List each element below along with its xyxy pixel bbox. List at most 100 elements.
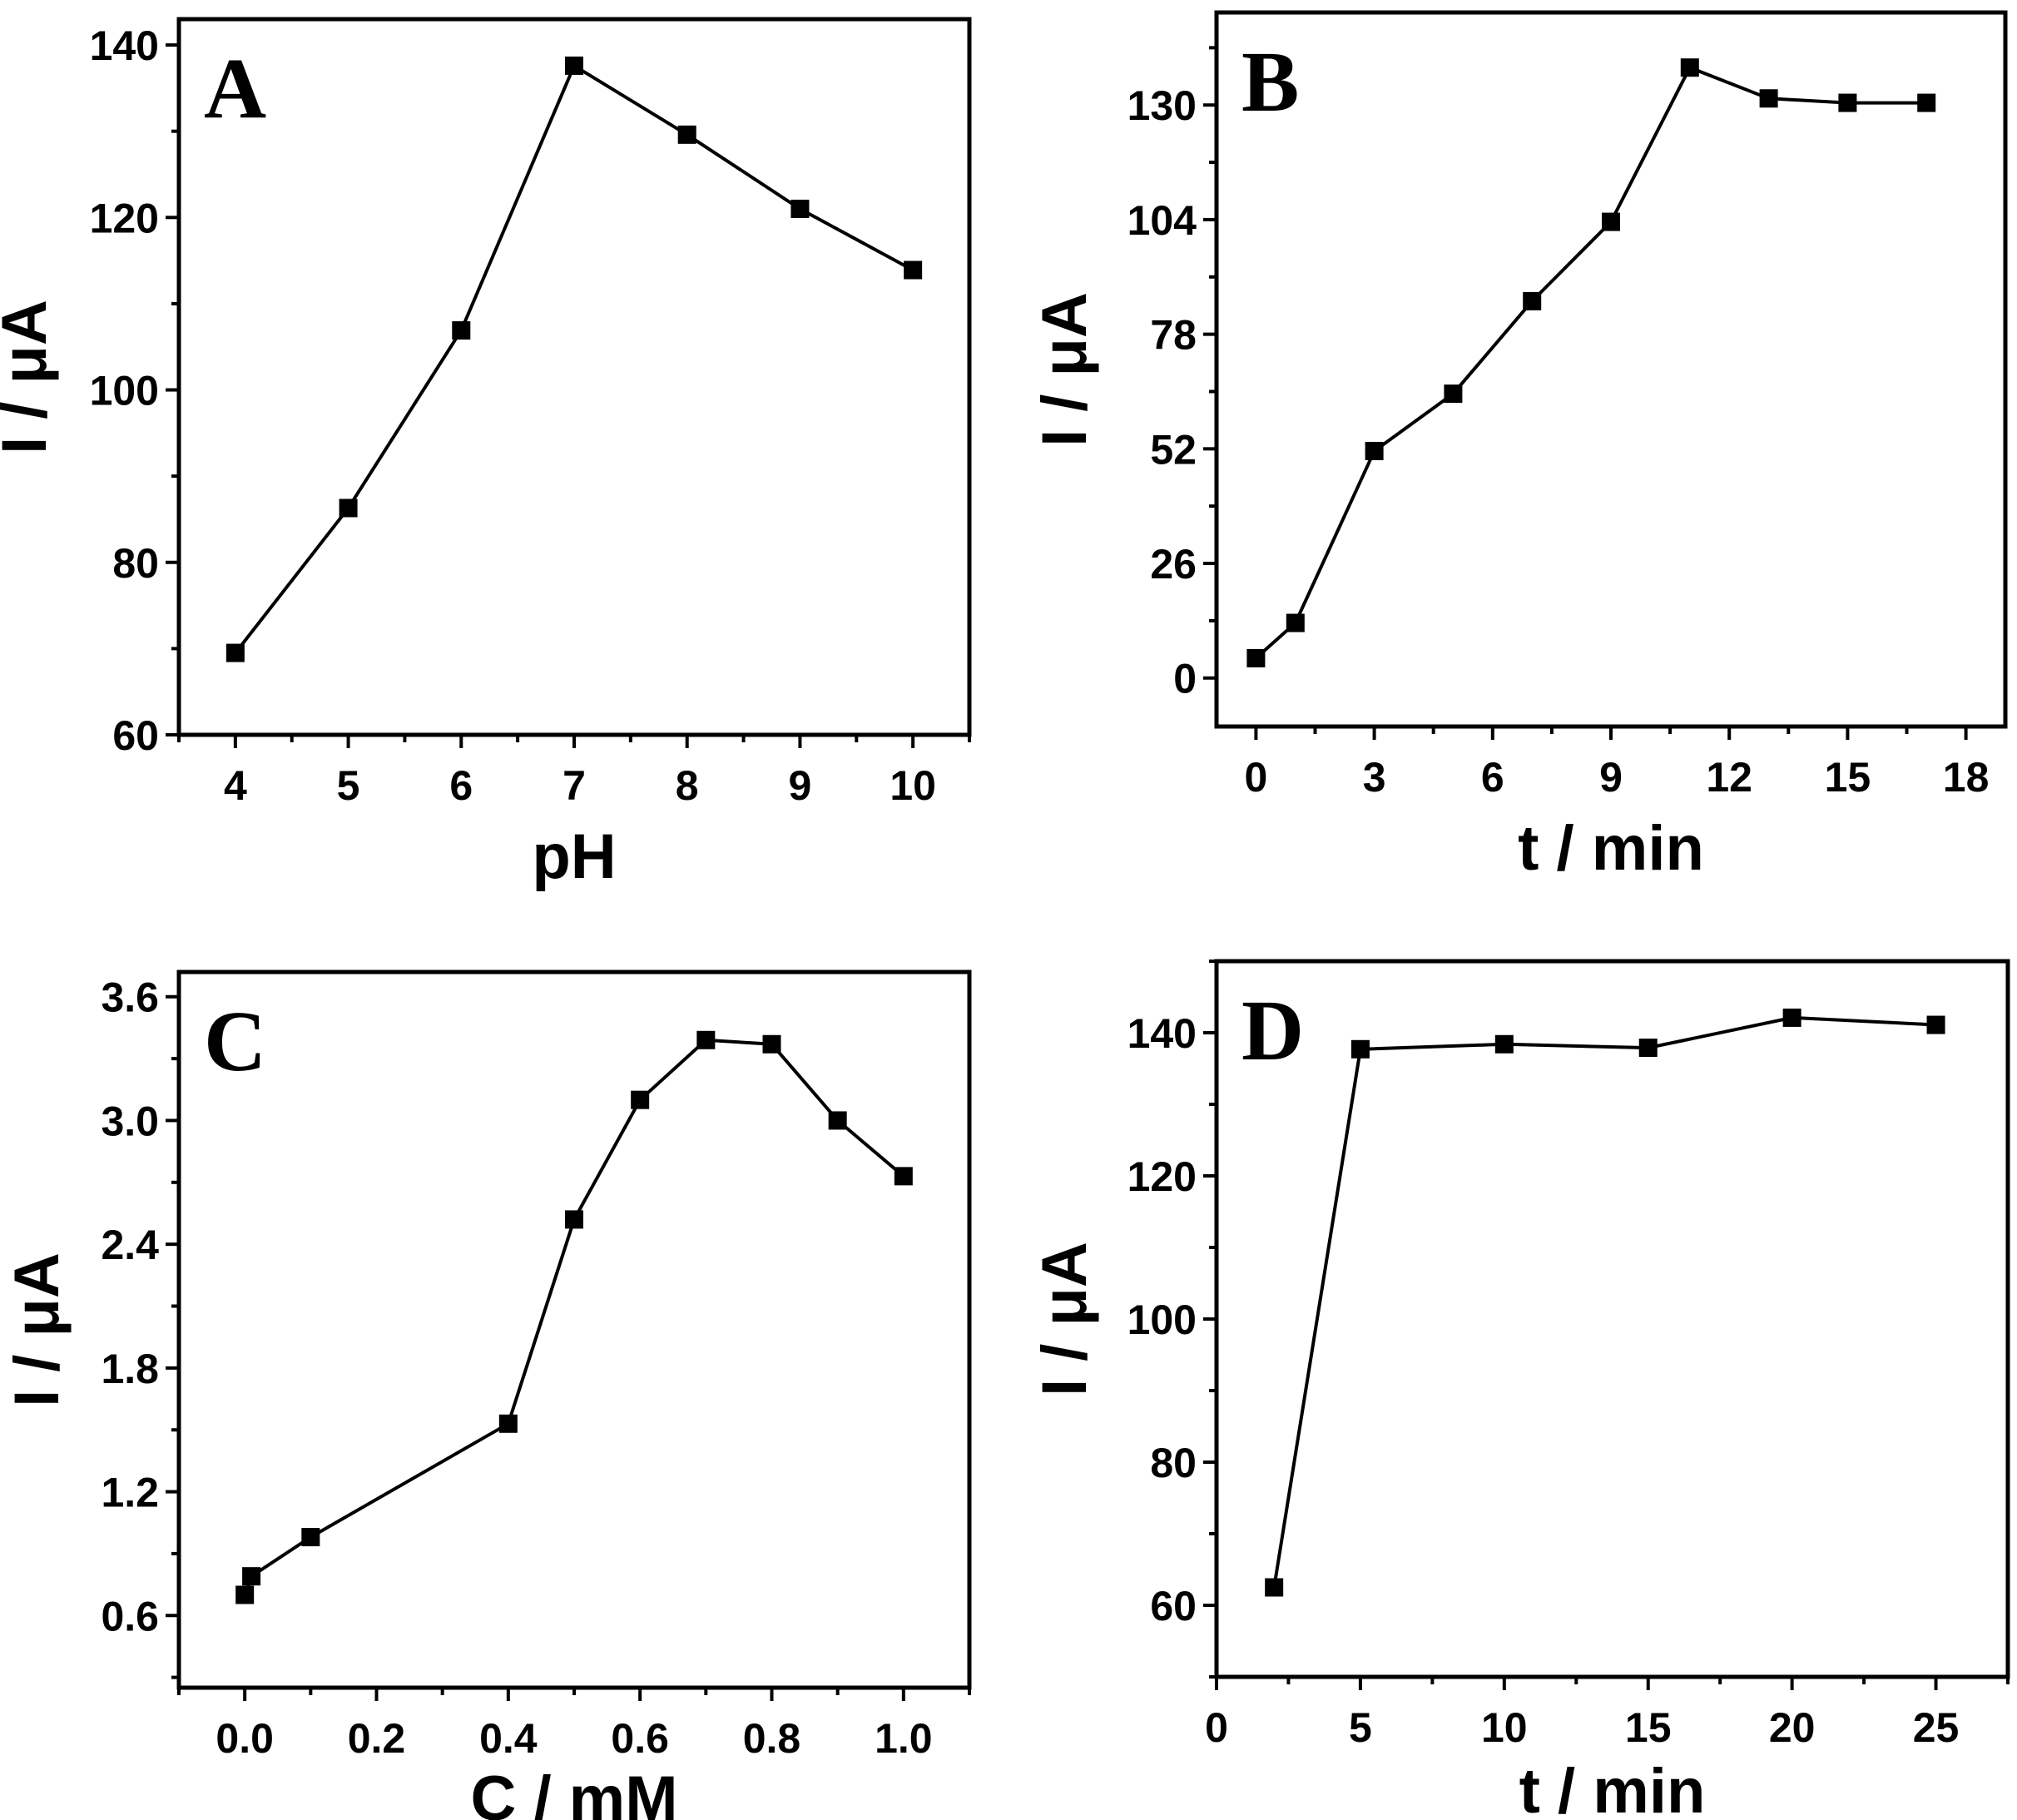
x-axis-label: t / min [1518, 813, 1704, 884]
x-tick-label: 18 [1943, 754, 1990, 801]
data-point [1523, 291, 1542, 310]
data-point [1917, 93, 1936, 112]
data-point [1782, 1008, 1801, 1027]
x-tick-label: 10 [890, 762, 936, 809]
data-point [498, 1414, 518, 1433]
panel-a-chart: 4 5 6 7 8 9 10 60 80 100 120 140 pH I / μA A [0, 17, 972, 892]
data-point [1494, 1034, 1514, 1054]
data-point [1444, 384, 1463, 404]
data-point [225, 643, 245, 662]
data-point [1838, 93, 1857, 112]
x-tick-label: 1.0 [875, 1715, 933, 1762]
x-tick-label: 8 [676, 762, 699, 809]
data-point [828, 1111, 847, 1130]
data-point [762, 1034, 781, 1054]
y-tick-label: 140 [90, 22, 159, 69]
x-axis-label: t / min [1519, 1756, 1706, 1820]
y-tick-label: 104 [1127, 197, 1197, 244]
y-tick-label: 130 [1127, 82, 1197, 129]
data-point [1680, 58, 1699, 77]
x-tick-label: 3 [1363, 754, 1386, 801]
data-point [677, 125, 696, 144]
data-point [339, 498, 358, 518]
x-tick-label: 20 [1769, 1704, 1816, 1751]
plot-frame [176, 970, 972, 1690]
panel-c-chart: 0.0 0.2 0.4 0.6 0.8 1.0 0.6 1.2 1.8 2.4 3.0 3.6 C / … [2, 970, 972, 1820]
data-point [1602, 212, 1620, 231]
y-tick-label: 60 [112, 712, 159, 759]
x-tick-label: 4 [224, 762, 247, 809]
data-point [1759, 89, 1778, 108]
data-point [1638, 1039, 1658, 1058]
data-point [235, 1585, 255, 1604]
x-tick-label: 5 [1349, 1704, 1372, 1751]
x-tick-label: 0.6 [611, 1715, 669, 1762]
y-tick-label: 140 [1127, 1010, 1197, 1057]
x-tick-label: 10 [1481, 1704, 1528, 1751]
series-line [1272, 1015, 1936, 1588]
x-tick-label: 15 [1825, 754, 1871, 801]
y-tick-label: 0 [1173, 656, 1197, 702]
x-tick-label: 0.2 [348, 1715, 406, 1762]
y-tick-label: 100 [90, 368, 159, 414]
y-axis-label: I / μA [1029, 292, 1100, 447]
panel-letter: D [1241, 983, 1304, 1079]
panel-d-chart: 0 5 10 15 20 25 60 80 100 120 140 t / min I / μA D [1029, 959, 2010, 1820]
x-tick-label: 0.4 [479, 1715, 538, 1762]
y-tick-label: 52 [1150, 426, 1197, 473]
x-tick-label: 0.8 [743, 1715, 801, 1762]
x-axis-label: pH [532, 821, 616, 892]
x-tick-label: 0 [1244, 754, 1267, 801]
data-point [452, 321, 471, 340]
data-point [242, 1567, 261, 1586]
data-point [1286, 613, 1305, 632]
x-tick-label: 0.0 [216, 1715, 274, 1762]
x-tick-label: 6 [1481, 754, 1504, 801]
plot-frame [1214, 959, 2010, 1679]
data-point [565, 1210, 583, 1229]
x-tick-label: 7 [562, 762, 586, 809]
y-tick-label: 120 [1127, 1153, 1197, 1200]
x-tick-label: 9 [789, 762, 812, 809]
data-point [565, 56, 583, 75]
y-tick-label: 2.4 [101, 1222, 159, 1268]
data-point [1365, 441, 1384, 460]
y-tick-label: 1.8 [101, 1346, 159, 1392]
y-tick-label: 120 [90, 195, 159, 241]
data-point [1350, 1039, 1370, 1059]
panel-letter: C [204, 994, 266, 1089]
x-axis-label: C / mM [470, 1763, 677, 1820]
y-axis-label: I / μA [2, 1252, 72, 1407]
data-point [301, 1528, 320, 1547]
y-tick-label: 0.6 [101, 1593, 159, 1639]
y-tick-label: 80 [112, 540, 159, 587]
data-point [904, 260, 923, 280]
data-point [1265, 1578, 1284, 1597]
x-tick-label: 15 [1625, 1704, 1672, 1751]
x-tick-label: 6 [449, 762, 473, 809]
y-axis-label: I / μA [0, 300, 60, 454]
x-tick-label: 12 [1706, 754, 1752, 801]
x-tick-label: 0 [1205, 1704, 1228, 1751]
plot-frame [1214, 10, 2008, 729]
y-tick-label: 1.2 [101, 1470, 159, 1516]
data-point [631, 1090, 650, 1109]
y-tick-label: 78 [1150, 312, 1197, 359]
y-tick-label: 60 [1150, 1583, 1197, 1629]
series-line [243, 1038, 905, 1596]
y-tick-label: 3.6 [101, 974, 159, 1021]
data-point [696, 1030, 716, 1049]
y-tick-label: 3.0 [101, 1098, 159, 1144]
panel-letter: B [1241, 34, 1299, 130]
y-tick-label: 80 [1150, 1440, 1197, 1486]
panel-b-chart: 0 3 6 9 12 15 18 0 26 52 78 104 130 t / min I / μA B [1029, 10, 2008, 884]
x-tick-label: 25 [1913, 1704, 1960, 1751]
y-tick-label: 26 [1150, 541, 1197, 588]
x-tick-label: 5 [337, 762, 360, 809]
series-line [1255, 65, 1927, 660]
plot-frame [176, 17, 972, 737]
y-axis-label: I / μA [1029, 1242, 1100, 1396]
data-point [894, 1167, 913, 1186]
x-tick-label: 9 [1599, 754, 1623, 801]
